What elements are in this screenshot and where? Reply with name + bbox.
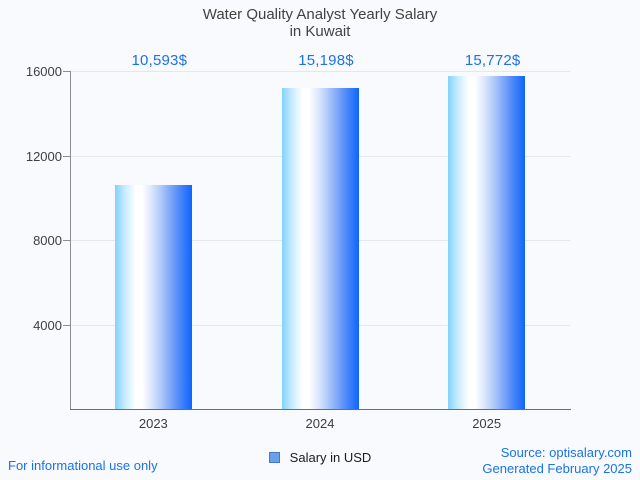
legend: Salary in USD (0, 450, 640, 465)
bar-2023[interactable] (114, 185, 192, 409)
footer-source-block: Source: optisalary.com Generated Februar… (482, 445, 632, 477)
legend-label[interactable]: Salary in USD (289, 450, 372, 465)
gridline (70, 71, 570, 72)
source-link[interactable]: Source: optisalary.com (500, 445, 632, 460)
generated-date: Generated February 2025 (482, 461, 632, 476)
y-axis-tick (63, 155, 70, 157)
y-axis-line (70, 71, 71, 409)
x-axis-line (70, 409, 571, 410)
bar-2025[interactable] (448, 75, 526, 409)
x-axis-label-2024: 2024 (305, 416, 335, 431)
bar-value-label: 15,772$ (464, 52, 521, 69)
legend-swatch-icon (268, 452, 280, 463)
bar-value-label: 15,198$ (298, 52, 354, 69)
y-axis-tick-label: 4000 (33, 317, 62, 333)
disclaimer-text: For informational use only (8, 458, 158, 473)
x-axis-label-2025: 2025 (472, 416, 502, 431)
chart-title-line1: Water Quality Analyst Yearly Salary (202, 6, 438, 23)
chart-title: Water Quality Analyst Yearly Salary in K… (0, 6, 640, 40)
chart-title-line2: in Kuwait (289, 23, 351, 40)
bar-2024[interactable] (281, 87, 359, 409)
y-axis-tick (63, 324, 70, 326)
y-axis-tick (63, 71, 70, 72)
y-axis-tick-label: 8000 (33, 233, 62, 248)
y-axis-tick (63, 240, 70, 241)
y-axis-tick-label: 16000 (25, 64, 62, 79)
x-axis-label-2023: 2023 (138, 416, 168, 431)
bar-value-label: 10,593$ (131, 52, 188, 69)
y-axis-tick-label: 12000 (25, 148, 62, 164)
